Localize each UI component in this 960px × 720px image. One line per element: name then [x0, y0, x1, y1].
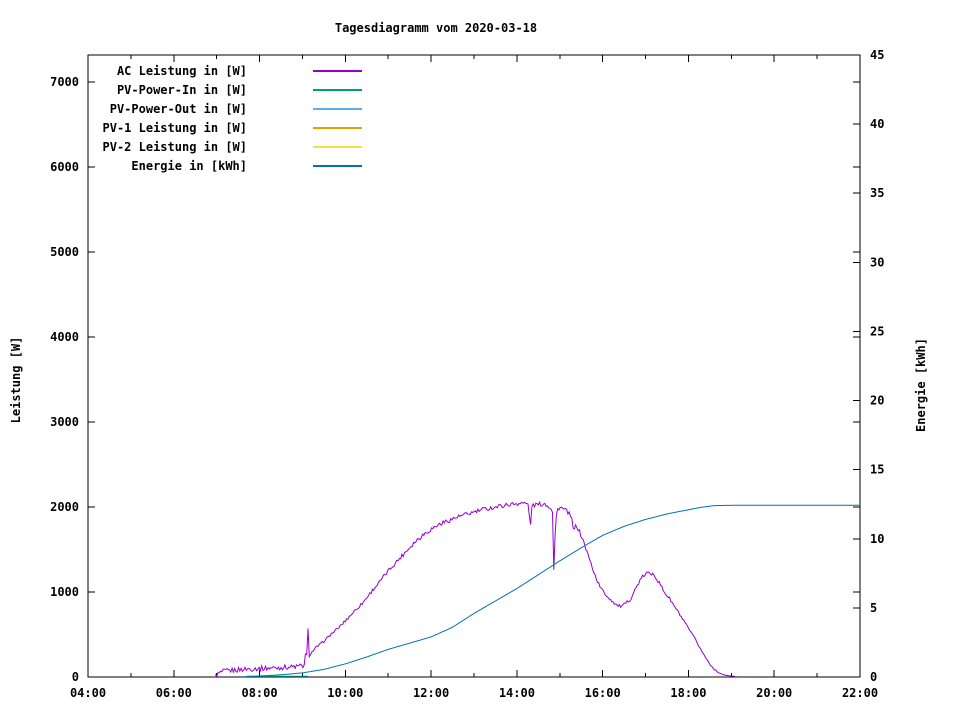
series-curve [214, 500, 738, 679]
left-axis-label: Leistung [W] [9, 336, 23, 424]
svg-text:4000: 4000 [50, 330, 79, 344]
series-curves [214, 500, 860, 679]
right-axis-label: Energie [kWh] [914, 338, 928, 432]
svg-text:20:00: 20:00 [756, 686, 792, 700]
svg-text:6000: 6000 [50, 160, 79, 174]
legend-item: Energie in [kWh] [131, 159, 362, 173]
svg-text:10: 10 [870, 532, 884, 546]
svg-text:45: 45 [870, 48, 884, 62]
svg-text:16:00: 16:00 [585, 686, 621, 700]
svg-text:5000: 5000 [50, 245, 79, 259]
legend: AC Leistung in [W] PV-Power-In in [W] PV-P… [103, 64, 362, 173]
svg-text:0: 0 [870, 670, 877, 684]
legend-item: PV-2 Leistung in [W] [103, 140, 362, 154]
svg-text:12:00: 12:00 [413, 686, 449, 700]
svg-text:10:00: 10:00 [327, 686, 363, 700]
chart-title: Tagesdiagramm vom 2020-03-18 [334, 21, 538, 35]
svg-text:30: 30 [870, 255, 884, 269]
tick-labels: 04:00 06:00 08:00 10:00 12:00 14:00 16:00 18:00… [50, 48, 884, 700]
svg-text:18:00: 18:00 [670, 686, 706, 700]
svg-text:40: 40 [870, 117, 884, 131]
svg-text:14:00: 14:00 [499, 686, 535, 700]
svg-text:PV-2 Leistung in [W]: PV-2 Leistung in [W] [103, 140, 248, 154]
svg-text:3000: 3000 [50, 415, 79, 429]
svg-text:22:00: 22:00 [842, 686, 878, 700]
svg-text:PV-1 Leistung in [W]: PV-1 Leistung in [W] [103, 121, 248, 135]
svg-text:AC Leistung in [W]: AC Leistung in [W] [117, 64, 247, 78]
legend-item: PV-1 Leistung in [W] [103, 121, 362, 135]
svg-text:0: 0 [72, 670, 79, 684]
legend-item: PV-Power-Out in [W] [110, 102, 362, 116]
series-curve [242, 504, 860, 678]
svg-text:06:00: 06:00 [156, 686, 192, 700]
svg-text:2000: 2000 [50, 500, 79, 514]
axes [87, 54, 861, 678]
svg-text:25: 25 [870, 324, 884, 338]
svg-text:08:00: 08:00 [241, 686, 277, 700]
svg-text:PV-Power-Out in [W]: PV-Power-Out in [W] [110, 102, 247, 116]
legend-item: PV-Power-In in [W] [117, 83, 362, 97]
legend-item: AC Leistung in [W] [117, 64, 362, 78]
svg-text:04:00: 04:00 [70, 686, 106, 700]
svg-text:35: 35 [870, 186, 884, 200]
svg-text:5: 5 [870, 601, 877, 615]
svg-text:PV-Power-In in [W]: PV-Power-In in [W] [117, 83, 247, 97]
svg-text:1000: 1000 [50, 585, 79, 599]
svg-text:Energie in [kWh]: Energie in [kWh] [131, 159, 247, 173]
svg-text:7000: 7000 [50, 75, 79, 89]
svg-text:15: 15 [870, 463, 884, 477]
svg-text:20: 20 [870, 394, 884, 408]
